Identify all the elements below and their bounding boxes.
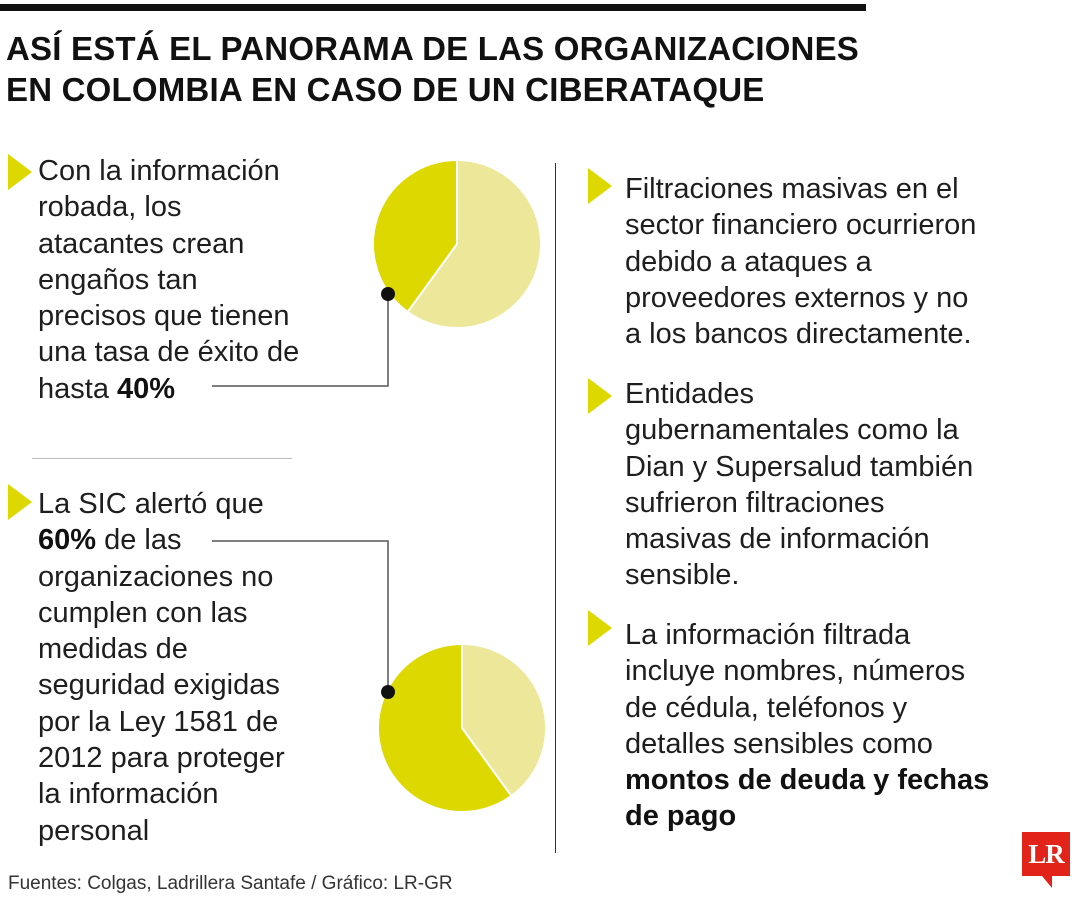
headline-line-1: ASÍ ESTÁ EL PANORAMA DE LAS ORGANIZACION…	[6, 30, 860, 67]
pie-chart-compliance	[377, 642, 547, 813]
text-line: la información	[38, 778, 219, 811]
leader-dot	[381, 685, 395, 699]
text-line: organizaciones no	[38, 560, 274, 593]
highlight-value: 40%	[117, 372, 176, 405]
pie-slice-rest	[461, 642, 547, 798]
fact-text-government: Entidades gubernamentales como la Dian y…	[625, 376, 1055, 594]
pie-chart-success-rate	[372, 158, 542, 329]
text-line-bold: montos de deuda y fechas	[625, 764, 990, 797]
stat-text-success-rate: Con la información robada, los atacantes…	[38, 153, 358, 407]
text-line: personal	[38, 814, 150, 847]
text-line: Entidades	[625, 378, 754, 410]
column-divider	[555, 163, 556, 853]
text-line: incluye nombres, números	[625, 655, 966, 688]
pie-slice-rest	[406, 158, 542, 329]
text-line: gubernamentales como la	[625, 414, 959, 447]
top-rule	[0, 4, 866, 11]
text-line: Con la información	[38, 155, 280, 187]
text-line: 2012 para proteger	[38, 742, 285, 775]
highlight-value: 60%	[38, 524, 97, 557]
text-line: atacantes crean	[38, 227, 245, 260]
text-line: proveedores externos y no	[625, 281, 969, 314]
text-line: 60% de las	[38, 522, 358, 558]
text-line: sector financiero ocurrieron	[625, 209, 977, 242]
text-line: de cédula, teléfonos y	[625, 691, 908, 724]
leader-line	[212, 294, 389, 387]
text-line: sensible.	[625, 559, 740, 592]
text-line: una tasa de éxito de	[38, 336, 300, 369]
text-line: Dian y Supersalud también	[625, 450, 974, 483]
leader-dot	[381, 287, 395, 301]
stat-text-compliance: La SIC alertó que 60% de las organizacio…	[38, 486, 358, 849]
lr-logo: LR	[1022, 832, 1070, 876]
text-line: La SIC alertó que	[38, 488, 264, 520]
text-line: hasta 40%	[38, 371, 358, 407]
text-line: detalles sensibles como	[625, 727, 933, 760]
text-line: seguridad exigidas	[38, 669, 280, 702]
text-line: engaños tan	[38, 263, 198, 296]
text-line: robada, los	[38, 191, 182, 224]
text-line: debido a ataques a	[625, 245, 872, 278]
text-prefix: hasta	[38, 372, 117, 405]
text-line: La información filtrada	[625, 619, 911, 651]
bullet-triangle-icon	[8, 154, 32, 190]
bullet-triangle-icon	[588, 378, 612, 414]
fact-text-leaked-info: La información filtrada incluye nombres,…	[625, 617, 1055, 835]
text-line: Filtraciones masivas en el	[625, 173, 959, 205]
text-line: a los bancos directamente.	[625, 318, 972, 351]
lr-logo-tail	[1042, 876, 1052, 888]
text-line: por la Ley 1581 de	[38, 705, 279, 738]
text-line-bold: de pago	[625, 800, 737, 833]
text-line: cumplen con las	[38, 596, 248, 629]
leader-line	[212, 540, 389, 692]
text-line: sufrieron filtraciones	[625, 486, 885, 519]
bullet-triangle-icon	[588, 168, 612, 204]
pie-slice-highlight	[377, 642, 513, 813]
source-credit: Fuentes: Colgas, Ladrillera Santafe / Gr…	[8, 873, 453, 894]
fact-text-financial-sector: Filtraciones masivas en el sector financ…	[625, 171, 1055, 352]
bullet-triangle-icon	[8, 484, 32, 520]
headline: ASÍ ESTÁ EL PANORAMA DE LAS ORGANIZACION…	[6, 28, 906, 110]
text-line: medidas de	[38, 633, 188, 666]
headline-line-2: EN COLOMBIA EN CASO DE UN CIBERATAQUE	[6, 71, 765, 108]
text-line: masivas de información	[625, 523, 930, 556]
bullet-triangle-icon	[588, 610, 612, 646]
section-divider	[32, 458, 292, 459]
text-suffix: de las	[96, 524, 182, 557]
text-line: precisos que tienen	[38, 300, 290, 333]
